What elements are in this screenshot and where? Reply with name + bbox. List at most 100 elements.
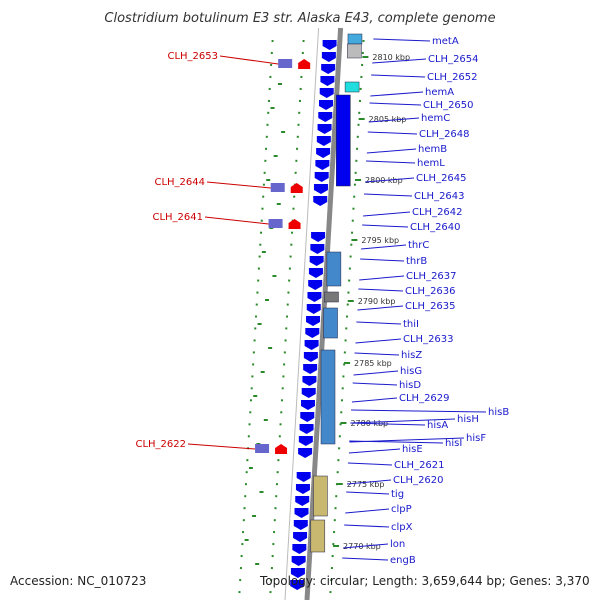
gene-arrow — [299, 424, 314, 434]
gene-arrow — [320, 76, 335, 86]
leader-line — [345, 508, 390, 514]
leader-line — [354, 352, 400, 356]
gene-arrow — [313, 196, 328, 206]
leader-line — [356, 321, 402, 325]
leader-line — [348, 448, 401, 454]
leader-line — [363, 211, 411, 217]
leader-line — [362, 224, 409, 228]
gene-arrow — [296, 472, 311, 482]
leader-line — [357, 305, 404, 311]
map-title: Clostridium botulinum E3 str. Alaska E43… — [104, 11, 495, 26]
leader-line — [344, 524, 390, 528]
gene-arrow — [311, 232, 326, 242]
gc-content-dots — [238, 39, 365, 600]
gene-label: hisI — [445, 438, 462, 449]
gene-arrow — [303, 364, 318, 374]
gene-arrow — [318, 112, 333, 122]
leader-line — [350, 422, 426, 426]
feature-marker-CLH_2644 — [290, 183, 303, 193]
leader-line — [346, 479, 392, 485]
gene-label: CLH_2650 — [423, 100, 474, 111]
gene-label: hisE — [402, 444, 423, 455]
gene-arrow — [301, 388, 316, 398]
leader-line — [371, 74, 426, 78]
gene-label: hisZ — [401, 350, 422, 361]
gene-label: hisH — [457, 414, 479, 425]
gene-label: engB — [390, 555, 416, 566]
leader-line — [370, 91, 424, 97]
leader-line — [372, 58, 427, 64]
leader-line — [368, 117, 420, 123]
gene-block-grey — [324, 291, 339, 303]
leader-line — [365, 177, 415, 183]
gene-label-red: CLH_2644 — [154, 177, 205, 188]
kbp-tick-label: 2810 kbp — [372, 53, 410, 62]
gene-arrow — [315, 160, 330, 170]
gene-label: hisB — [488, 407, 509, 418]
leader-line — [358, 288, 404, 292]
gene-label: CLH_2645 — [416, 173, 467, 184]
left-gene-labels: CLH_2653 CLH_2644 CLH_2641 CLH_2622 — [135, 51, 279, 450]
gene-arrow — [316, 136, 331, 146]
gene-arrow — [303, 352, 318, 362]
gene-arrow — [293, 532, 308, 542]
gene-arrow — [307, 292, 322, 302]
gene-arrow — [316, 148, 331, 158]
leader-line — [350, 418, 456, 424]
feature-marker-CLH_2641 — [288, 219, 301, 229]
gene-label: CLH_2643 — [414, 191, 465, 202]
gene-block-cyan — [344, 81, 360, 93]
gene-label: clpX — [391, 522, 413, 533]
gene-arrow — [300, 412, 315, 422]
leader-line — [367, 131, 418, 135]
gene-label: CLH_2652 — [427, 72, 478, 83]
gene-label: hemL — [417, 158, 445, 169]
leader-line-red — [206, 181, 271, 189]
kbp-tick-label: 2775 kbp — [347, 480, 385, 489]
gene-label: CLH_2621 — [394, 460, 445, 471]
gene-arrow — [319, 88, 334, 98]
leader-line — [366, 160, 416, 164]
gene-arrow — [298, 448, 313, 458]
leader-line — [347, 462, 393, 466]
gene-block-his — [320, 349, 336, 445]
right-gene-labels: metA CLH_2654 CLH_2652 hemA CLH_2650 hemC CLH_… — [342, 36, 509, 566]
gene-label: CLH_2654 — [428, 54, 479, 65]
gene-arrow — [322, 40, 337, 50]
gene-label: CLH_2620 — [393, 475, 444, 486]
accession-text: Accession: NC_010723 — [10, 574, 147, 588]
gene-arrow — [306, 316, 321, 326]
leader-line — [342, 557, 389, 561]
leader-line — [349, 440, 444, 444]
leader-line-red — [204, 216, 269, 225]
gene-label: CLH_2637 — [406, 271, 457, 282]
kbp-tick-label: 2805 kbp — [369, 115, 407, 124]
leader-line — [353, 370, 399, 376]
gene-block-metA — [347, 33, 363, 45]
leader-line — [360, 258, 405, 262]
gene-block-2654 — [347, 43, 362, 59]
leader-line — [366, 148, 417, 154]
feature-marker-CLH_2653 — [298, 59, 311, 69]
gene-label: hisA — [427, 420, 448, 431]
gene-label: CLH_2636 — [405, 286, 456, 297]
leader-line — [373, 38, 431, 42]
gene-arrow — [302, 376, 317, 386]
gene-label: thiI — [403, 319, 419, 330]
gene-arrow — [304, 340, 319, 350]
gene-arrow — [298, 436, 313, 446]
gene-label: thrB — [406, 256, 427, 267]
gene-arrow — [306, 304, 321, 314]
gene-arrow — [290, 580, 305, 590]
gene-label: tig — [391, 489, 404, 500]
gene-arrow — [291, 556, 306, 566]
gene-label: clpP — [391, 504, 412, 515]
gene-label: hisD — [399, 380, 421, 391]
leader-line — [351, 409, 487, 413]
leader-line-red — [187, 443, 256, 450]
gene-block-tig — [313, 475, 328, 517]
gene-label: CLH_2642 — [412, 207, 463, 218]
leader-line — [355, 338, 402, 344]
gene-arrow — [308, 280, 323, 290]
